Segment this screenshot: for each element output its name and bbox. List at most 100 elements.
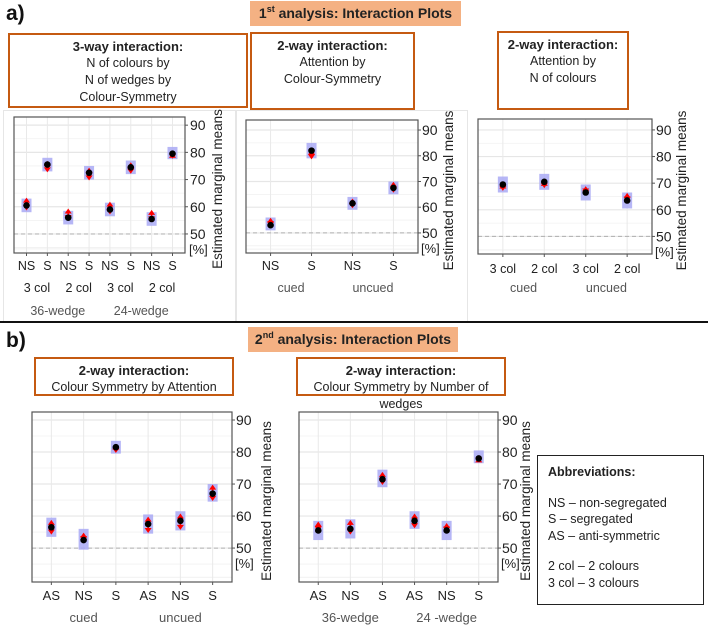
x-tick-label: S bbox=[378, 588, 387, 603]
title-bold: 2-way interaction: bbox=[277, 38, 388, 53]
abbreviations-title: Abbreviations: bbox=[548, 465, 636, 479]
arrow-up-icon bbox=[176, 513, 184, 519]
abbreviation-item: NS – non-segregated bbox=[548, 495, 667, 510]
y-tick-label: 90 bbox=[190, 117, 206, 133]
x-tick-label: NS bbox=[262, 259, 279, 273]
x-tick-label: S bbox=[168, 259, 176, 273]
abbreviation-item: 3 col – 3 colours bbox=[548, 575, 640, 590]
title-line: N of colours by bbox=[86, 56, 170, 70]
mean-point bbox=[23, 202, 30, 209]
y-tick-label: 80 bbox=[190, 144, 206, 160]
arrow-up-icon bbox=[378, 471, 386, 477]
mean-point bbox=[267, 221, 274, 229]
y-unit-label: [%] bbox=[501, 556, 520, 571]
mean-point bbox=[144, 520, 152, 528]
x-group-label: uncued bbox=[586, 281, 627, 295]
x-group-label: 3 col bbox=[107, 281, 133, 295]
mean-point bbox=[127, 164, 135, 171]
abbreviations-box: Abbreviations: NS – non-segregated S – s… bbox=[537, 455, 704, 605]
x-group-label: 2 col bbox=[149, 281, 175, 295]
x-group-label: uncued bbox=[352, 281, 393, 295]
arrow-up-icon bbox=[64, 208, 72, 214]
y-tick-label: 90 bbox=[656, 122, 672, 138]
panel-title-3way: 3-way interaction: N of colours by N of … bbox=[8, 33, 248, 108]
arrow-up-icon bbox=[148, 209, 156, 215]
arrow-up-icon bbox=[314, 521, 322, 527]
abbreviation-item: AS – anti-symmetric bbox=[548, 528, 660, 543]
y-unit-label: [%] bbox=[235, 556, 254, 571]
arrow-up-icon bbox=[47, 519, 55, 525]
x-tick-label: NS bbox=[75, 588, 93, 603]
arrow-down-icon bbox=[308, 154, 316, 160]
mean-point bbox=[347, 525, 354, 533]
chart-1: 50 60 70 80 90 [%] Estimated marginal means NS S… bbox=[13, 109, 225, 318]
mean-point bbox=[80, 536, 87, 544]
x-group-label: cued bbox=[510, 281, 537, 295]
x-tick-label: S bbox=[85, 259, 93, 273]
mean-point bbox=[85, 169, 93, 177]
arrow-down-icon bbox=[209, 496, 217, 502]
plot-frame bbox=[477, 118, 653, 255]
chart-4: 50 60 70 80 90 [%] Estimated marginal means AS N… bbox=[31, 411, 274, 625]
x-tick-label: NS bbox=[341, 588, 359, 603]
y-unit-label: [%] bbox=[421, 241, 440, 256]
x-tick-label: NS bbox=[344, 259, 361, 273]
y-tick-label: 70 bbox=[502, 476, 518, 492]
x-tick-label: 2 col bbox=[614, 262, 640, 276]
x-group-label: 36-wedge bbox=[30, 304, 85, 318]
mean-point bbox=[44, 161, 51, 168]
section-b-header: 2nd analysis: Interaction Plots bbox=[248, 327, 458, 352]
y-tick-label: 50 bbox=[656, 228, 672, 244]
x-tick-label: 3 col bbox=[490, 262, 516, 276]
y-tick-label: 50 bbox=[236, 540, 252, 556]
arrow-down-icon bbox=[85, 175, 93, 181]
x-tick-label: AS bbox=[406, 588, 424, 603]
y-axis-title: Estimated marginal means bbox=[674, 110, 689, 270]
x-tick-label: S bbox=[208, 588, 217, 603]
mean-point bbox=[106, 206, 114, 213]
plot-frame bbox=[13, 116, 186, 254]
arrow-down-icon bbox=[176, 524, 184, 530]
header-text: analysis: Interaction Plots bbox=[274, 5, 453, 21]
x-tick-label: 2 col bbox=[531, 262, 557, 276]
title-line: Colour Symmetry by Number of wedges bbox=[313, 380, 489, 411]
mean-point bbox=[379, 475, 386, 483]
y-axis-title: Estimated marginal means bbox=[518, 421, 533, 581]
y-tick-label: 80 bbox=[422, 148, 438, 164]
mean-point bbox=[475, 455, 483, 462]
y-tick-label: 80 bbox=[502, 444, 518, 460]
y-tick-label: 90 bbox=[502, 412, 518, 428]
arrow-up-icon bbox=[144, 516, 152, 522]
x-tick-label: NS bbox=[101, 259, 118, 273]
mean-point bbox=[209, 490, 216, 497]
mean-point bbox=[314, 527, 322, 534]
x-tick-label: AS bbox=[310, 588, 328, 603]
y-tick-label: 50 bbox=[422, 225, 438, 241]
x-tick-label: NS bbox=[438, 588, 456, 603]
title-bold: 2-way interaction: bbox=[345, 363, 457, 378]
panel-title-symmetry-wedges: 2-way interaction: Colour Symmetry by Nu… bbox=[296, 357, 506, 411]
x-group-label: uncued bbox=[159, 610, 202, 625]
y-tick-label: 60 bbox=[236, 508, 252, 524]
y-tick-label: 70 bbox=[236, 476, 252, 492]
y-tick-label: 70 bbox=[422, 173, 438, 189]
x-group-label: cued bbox=[277, 281, 304, 295]
header-text: analysis: Interaction Plots bbox=[273, 331, 452, 347]
mean-point bbox=[112, 443, 120, 451]
y-tick-label: 60 bbox=[190, 199, 206, 215]
y-tick-label: 70 bbox=[190, 172, 206, 188]
title-line: Colour-Symmetry bbox=[79, 90, 177, 104]
x-tick-label: S bbox=[389, 259, 397, 273]
x-tick-label: S bbox=[112, 588, 121, 603]
mean-point bbox=[390, 184, 397, 192]
mean-point bbox=[582, 189, 590, 196]
header-superscript: st bbox=[266, 4, 275, 14]
y-tick-label: 90 bbox=[422, 122, 438, 138]
mean-point bbox=[177, 517, 184, 525]
header-number: 1 bbox=[258, 5, 267, 21]
y-tick-label: 60 bbox=[502, 508, 518, 524]
x-tick-label: 3 col bbox=[573, 262, 599, 276]
panel-title-attention-colours: 2-way interaction: Attention by N of col… bbox=[497, 31, 629, 110]
title-line: N of colours bbox=[529, 71, 597, 85]
